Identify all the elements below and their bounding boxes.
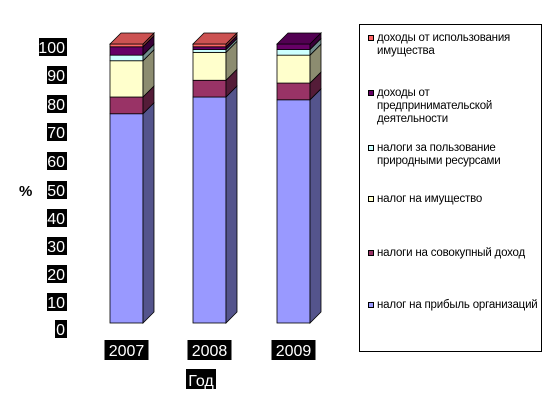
bar-segment-front: [192, 43, 227, 48]
legend-label: налоги за пользование природными ресурса…: [377, 142, 501, 167]
bar-segment-front: [109, 54, 144, 62]
y-tick-box: [55, 320, 67, 338]
y-tick-label: 60: [47, 154, 65, 171]
bar-segment-side: [142, 101, 155, 324]
bar-segment-front: [192, 79, 227, 98]
bar-top-face: [276, 32, 322, 45]
bar-segment-side: [225, 85, 238, 324]
legend-swatch: [368, 250, 374, 256]
legend-item-property-tax: налог на имущество: [364, 193, 539, 206]
bar-segment-front: [192, 51, 227, 81]
y-tick-box: [47, 293, 67, 311]
y-tick-label: 30: [47, 239, 65, 256]
y-tick-box: [47, 95, 67, 113]
bar-segment-front: [276, 54, 311, 84]
y-tick-box: [39, 38, 67, 56]
y-tick-label: 0: [56, 322, 65, 339]
x-tick-box: [271, 340, 316, 360]
x-tick-label: 2008: [192, 343, 228, 360]
bar-segment-front: [276, 82, 311, 101]
bar-segment-front: [109, 60, 144, 98]
y-tick-label: 100: [38, 40, 65, 57]
bar-segment-front: [276, 99, 311, 324]
y-tick-box: [47, 209, 67, 227]
y-tick-label: 40: [47, 211, 65, 228]
legend-swatch: [368, 90, 374, 96]
chart-legend: доходы от использования имущества доходы…: [359, 24, 542, 352]
y-tick-box: [47, 237, 67, 255]
y-tick-label: 50: [47, 183, 65, 200]
legend-label: налоги на совокупный доход: [377, 247, 526, 259]
y-tick-box: [47, 152, 67, 170]
legend-label: налог на прибыль организаций: [377, 299, 538, 311]
y-tick-label: 20: [47, 267, 65, 284]
y-tick-box: [47, 265, 67, 283]
x-axis-label: Год: [188, 373, 214, 390]
bar-segment-front: [109, 96, 144, 115]
legend-label: доходы от предпринимательской деятельнос…: [377, 87, 493, 125]
legend-swatch: [368, 145, 374, 151]
bar-segment-front: [192, 96, 227, 324]
bar-segment-front: [276, 43, 311, 50]
bar-segment-front: [109, 113, 144, 324]
y-axis-label: %: [19, 183, 32, 200]
bar-segment-front: [192, 49, 227, 53]
bar-segment-front: [192, 46, 227, 50]
bar-segment-front: [276, 49, 311, 56]
x-tick-box: [104, 340, 149, 360]
x-tick-box: [187, 340, 232, 360]
y-tick-box: [47, 181, 67, 199]
legend-label: доходы от использования имущества: [377, 32, 511, 57]
legend-item-aggregate-income-tax: налоги на совокупный доход: [364, 247, 539, 260]
bar-top-face: [109, 32, 155, 45]
y-tick-box: [47, 66, 67, 84]
x-tick-label: 2009: [276, 343, 312, 360]
y-tick-label: 70: [47, 125, 65, 142]
legend-item-other-income: доходы от использования имущества: [364, 32, 539, 58]
y-tick-label: 80: [47, 97, 65, 114]
bar-segment-front: [109, 46, 144, 56]
x-tick-label: 2007: [109, 343, 145, 360]
bar-top-face: [192, 32, 238, 45]
legend-swatch: [368, 196, 374, 202]
y-tick-label: 90: [47, 68, 65, 85]
legend-swatch: [368, 302, 374, 308]
legend-swatch: [368, 35, 374, 41]
bar-segment-side: [309, 87, 322, 324]
y-tick-label: 10: [47, 295, 65, 312]
legend-item-business-income: доходы от предпринимательской деятельнос…: [364, 87, 539, 126]
legend-item-profit-tax: налог на прибыль организаций: [364, 299, 539, 312]
y-tick-box: [47, 123, 67, 141]
legend-label: налог на имущество: [377, 193, 483, 205]
bar-segment-front: [109, 43, 144, 48]
legend-item-resource-tax: налоги за пользование природными ресурса…: [364, 142, 539, 168]
x-axis-label-box: [186, 369, 216, 389]
